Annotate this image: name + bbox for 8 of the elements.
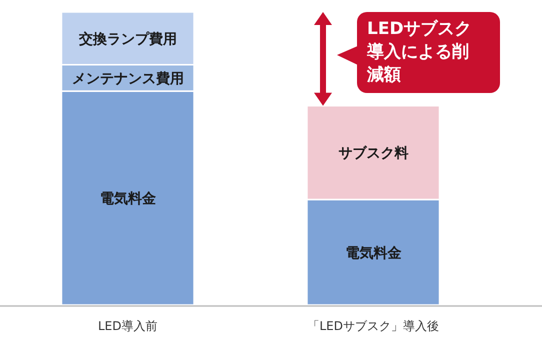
- annotation: LEDサブスク導入による削減額: [357, 12, 500, 93]
- series-label: 電気料金: [100, 191, 157, 208]
- text: 電気料金: [345, 245, 402, 262]
- series-label: サブスク料: [338, 144, 408, 162]
- x-tick-label: LED導入前: [98, 319, 158, 333]
- series-label: メンテナンス費用: [72, 70, 184, 87]
- series-label: 交換ランプ費用: [78, 30, 177, 48]
- x-tick-label: 「LEDサブスク」導入後: [307, 319, 440, 333]
